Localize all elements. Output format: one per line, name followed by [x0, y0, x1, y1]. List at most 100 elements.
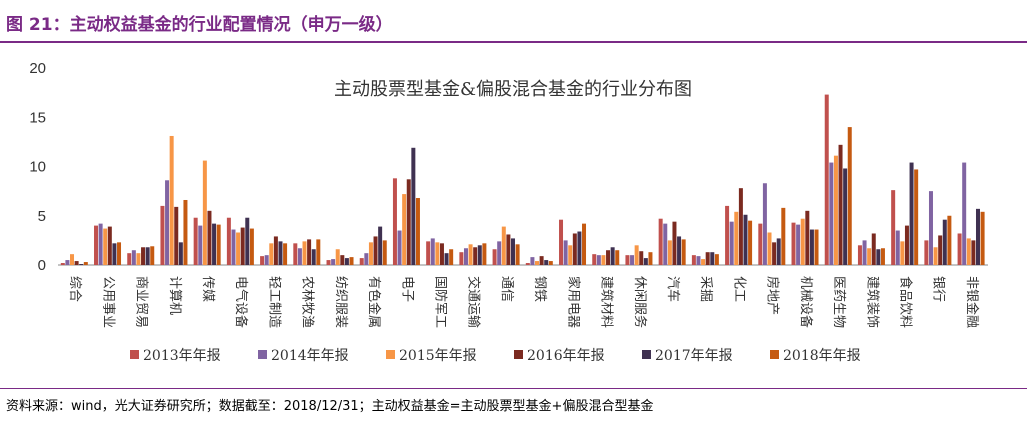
bar	[544, 260, 549, 265]
bar	[473, 247, 478, 265]
bar	[117, 242, 122, 265]
x-tick-label: 公用事业	[100, 276, 115, 328]
bar	[796, 224, 801, 265]
x-tick-label: 商业贸易	[134, 276, 149, 328]
bar	[857, 245, 862, 265]
bar	[165, 180, 170, 265]
x-tick-label: 钢铁	[532, 276, 547, 302]
x-tick-label: 交通运输	[466, 276, 482, 328]
bar	[658, 218, 663, 265]
bar	[193, 217, 198, 265]
bar	[634, 245, 639, 265]
bar	[245, 217, 250, 265]
bar	[269, 243, 274, 265]
bar	[530, 257, 535, 265]
bar	[145, 247, 150, 265]
bar	[535, 261, 540, 265]
x-tick-label: 农林牧渔	[300, 276, 315, 328]
bar	[444, 253, 449, 265]
bar	[615, 250, 620, 265]
bar	[582, 223, 587, 265]
bar	[895, 230, 900, 265]
bar	[273, 236, 278, 265]
bar	[648, 252, 653, 265]
y-tick-label: 10	[29, 159, 46, 176]
bar	[592, 254, 597, 265]
bar	[103, 228, 108, 265]
bar	[643, 258, 648, 265]
legend-swatch	[642, 350, 651, 359]
bar	[714, 254, 719, 265]
legend-swatch	[514, 350, 523, 359]
bar	[497, 241, 502, 265]
bar	[900, 241, 905, 265]
bar	[359, 258, 364, 265]
bar	[293, 243, 298, 265]
bar	[70, 254, 75, 265]
bar	[260, 256, 265, 265]
bar	[382, 240, 387, 266]
x-tick-label: 化工	[731, 276, 746, 302]
bar	[240, 227, 245, 265]
bar	[316, 239, 321, 265]
bar	[430, 238, 435, 265]
bar	[236, 232, 241, 265]
x-tick-label: 纺织服装	[333, 276, 348, 328]
bar	[482, 243, 487, 265]
bar	[65, 260, 70, 265]
legend-label: 2013年年报	[143, 348, 221, 364]
bar	[843, 168, 848, 265]
bar	[814, 229, 819, 265]
bar	[734, 211, 739, 265]
bar	[178, 242, 183, 265]
bar	[183, 199, 188, 265]
header-rule	[0, 41, 1027, 43]
x-tick-label: 机械设备	[798, 276, 814, 328]
bar	[127, 253, 132, 265]
bar	[667, 240, 672, 266]
bar	[311, 249, 316, 265]
legend-label: 2016年年报	[527, 348, 605, 364]
legend-label: 2015年年报	[399, 348, 477, 364]
bar	[681, 239, 686, 265]
bar	[492, 249, 497, 265]
bar	[216, 224, 221, 265]
bar	[411, 147, 416, 265]
bar	[809, 229, 814, 265]
bar	[112, 243, 117, 265]
bar	[326, 260, 331, 265]
bar	[426, 241, 431, 265]
bar	[278, 241, 283, 265]
y-tick-label: 15	[29, 109, 46, 126]
bar	[876, 249, 881, 265]
bar	[781, 207, 786, 265]
bar	[198, 225, 203, 265]
x-axis-labels: 综合 公用事业 商业贸易 计算机 传媒 电气设备 轻工制造 农林牧渔 纺织服装 有色金属 电子 国防军…	[67, 276, 980, 328]
bar	[962, 162, 967, 265]
bar	[331, 259, 336, 265]
bar	[449, 249, 454, 265]
x-tick-label: 医药生物	[831, 276, 846, 328]
bar	[942, 219, 947, 265]
footer-rule	[0, 388, 1027, 389]
bar	[838, 144, 843, 265]
bar	[824, 94, 829, 265]
bar	[169, 135, 174, 265]
bar	[572, 233, 577, 265]
bar	[563, 240, 568, 266]
x-tick-label: 有色金属	[366, 276, 382, 328]
bar	[601, 255, 606, 265]
x-tick-label: 食品饮料	[897, 276, 913, 328]
bar	[249, 228, 254, 265]
bar	[880, 248, 885, 265]
bar	[141, 247, 146, 265]
bar	[829, 162, 834, 265]
bar	[107, 226, 112, 265]
bar	[307, 239, 312, 265]
bar	[406, 179, 411, 265]
bar	[947, 215, 952, 265]
bar	[559, 219, 564, 265]
bar	[368, 242, 373, 265]
legend-label: 2017年年报	[655, 348, 733, 364]
bar	[378, 226, 383, 265]
